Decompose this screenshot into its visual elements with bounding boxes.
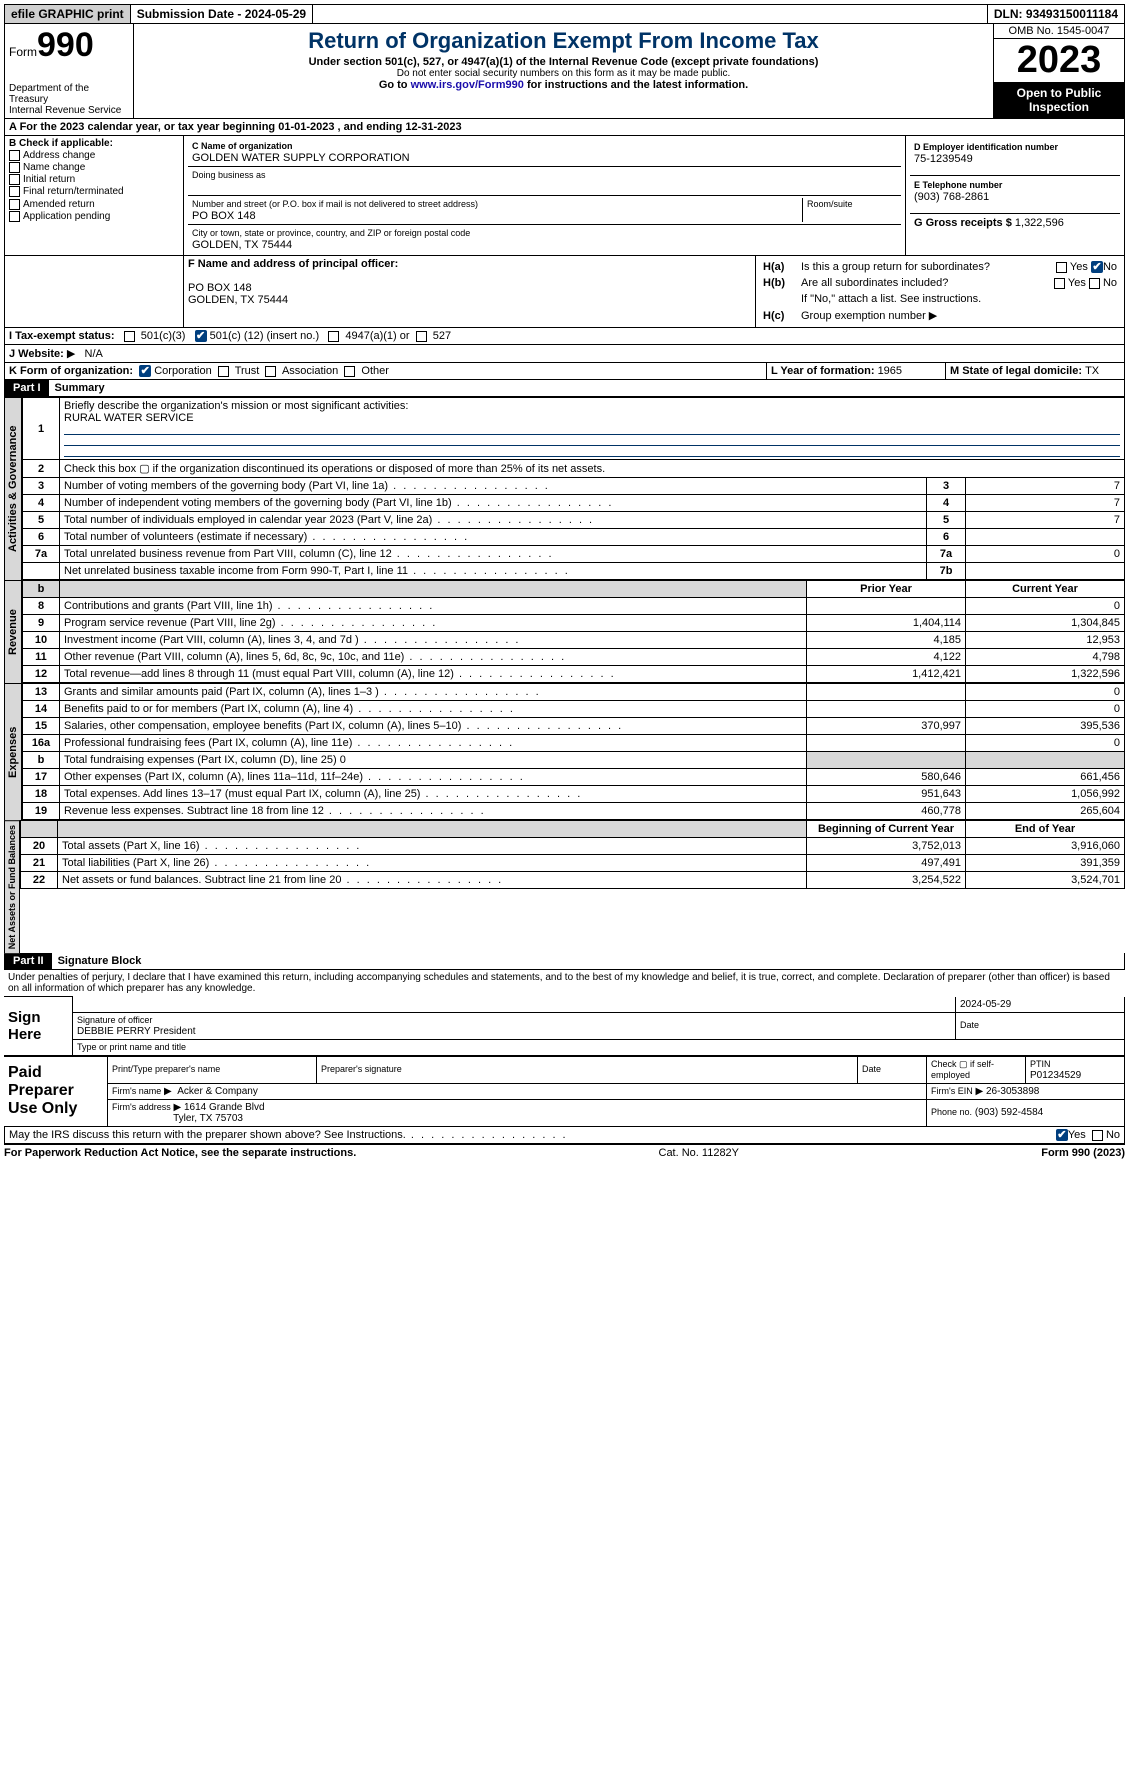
chk-app-pending[interactable] — [9, 211, 20, 222]
dept-treasury: Department of the Treasury — [9, 83, 129, 105]
section-h: H(a) Is this a group return for subordin… — [756, 256, 1124, 327]
state-domicile: M State of legal domicile: TX — [946, 363, 1124, 379]
form-header: Form990 Department of the Treasury Inter… — [4, 24, 1125, 119]
chk-assoc[interactable] — [265, 366, 276, 377]
right-col: D Employer identification number75-12395… — [906, 136, 1124, 255]
principal-officer: F Name and address of principal officer:… — [184, 256, 756, 327]
tax-exempt-status: I Tax-exempt status: 501(c)(3) ✔ 501(c) … — [5, 328, 1124, 344]
tax-year: 2023 — [994, 39, 1124, 82]
chk-ha-no[interactable]: ✔ — [1091, 261, 1103, 273]
header-sub3: Go to www.irs.gov/Form990 for instructio… — [140, 79, 987, 91]
chk-amended[interactable] — [9, 199, 20, 210]
discuss-row: May the IRS discuss this return with the… — [4, 1127, 1125, 1144]
chk-address-change[interactable] — [9, 150, 20, 161]
efile-print-button[interactable]: efile GRAPHIC print — [5, 5, 131, 23]
irs: Internal Revenue Service — [9, 105, 129, 116]
chk-ha-yes[interactable] — [1056, 262, 1067, 273]
chk-corp[interactable]: ✔ — [139, 365, 151, 377]
part2-header: Part IISignature Block — [4, 953, 1125, 970]
form-title: Return of Organization Exempt From Incom… — [140, 28, 987, 54]
line-a: A For the 2023 calendar year, or tax yea… — [4, 119, 1125, 136]
form-number: 990 — [37, 26, 94, 64]
omb-number: OMB No. 1545-0047 — [994, 24, 1124, 39]
open-to-public: Open to Public Inspection — [994, 82, 1124, 118]
sign-here: Sign Here — [4, 997, 73, 1056]
website: J Website: ▶ N/A — [5, 345, 1124, 362]
submission-date: Submission Date - 2024-05-29 — [131, 5, 313, 23]
chk-discuss-yes[interactable]: ✔ — [1056, 1129, 1068, 1141]
declaration: Under penalties of perjury, I declare th… — [4, 970, 1125, 996]
chk-501c[interactable]: ✔ — [195, 330, 207, 342]
sidebar-net: Net Assets or Fund Balances — [4, 820, 20, 953]
header-sub1: Under section 501(c), 527, or 4947(a)(1)… — [140, 56, 987, 68]
chk-final-return[interactable] — [9, 186, 20, 197]
top-bar: efile GRAPHIC print Submission Date - 20… — [4, 4, 1125, 24]
dln: DLN: 93493150011184 — [988, 5, 1124, 23]
sidebar-revenue: Revenue — [4, 580, 22, 683]
irs-link[interactable]: www.irs.gov/Form990 — [411, 79, 524, 91]
chk-hb-yes[interactable] — [1054, 278, 1065, 289]
chk-trust[interactable] — [218, 366, 229, 377]
org-info: C Name of organizationGOLDEN WATER SUPPL… — [184, 136, 906, 255]
part1-header: Part ISummary — [4, 380, 1125, 397]
col-b-checkboxes: B Check if applicable: Address change Na… — [5, 136, 184, 255]
chk-501c3[interactable] — [124, 331, 135, 342]
chk-name-change[interactable] — [9, 162, 20, 173]
footer: For Paperwork Reduction Act Notice, see … — [4, 1144, 1125, 1159]
chk-4947[interactable] — [328, 331, 339, 342]
chk-other[interactable] — [344, 366, 355, 377]
sidebar-activities: Activities & Governance — [4, 397, 22, 580]
chk-discuss-no[interactable] — [1092, 1130, 1103, 1141]
form-of-org: K Form of organization: ✔ Corporation Tr… — [5, 363, 767, 379]
col-b-blank — [5, 256, 184, 327]
header-sub2: Do not enter social security numbers on … — [140, 68, 987, 79]
sidebar-expenses: Expenses — [4, 683, 22, 820]
paid-preparer: Paid Preparer Use Only — [4, 1056, 108, 1126]
chk-initial-return[interactable] — [9, 174, 20, 185]
form-label: Form — [9, 45, 37, 59]
chk-hb-no[interactable] — [1089, 278, 1100, 289]
year-formation: L Year of formation: 1965 — [767, 363, 946, 379]
spacer — [313, 5, 988, 23]
chk-527[interactable] — [416, 331, 427, 342]
